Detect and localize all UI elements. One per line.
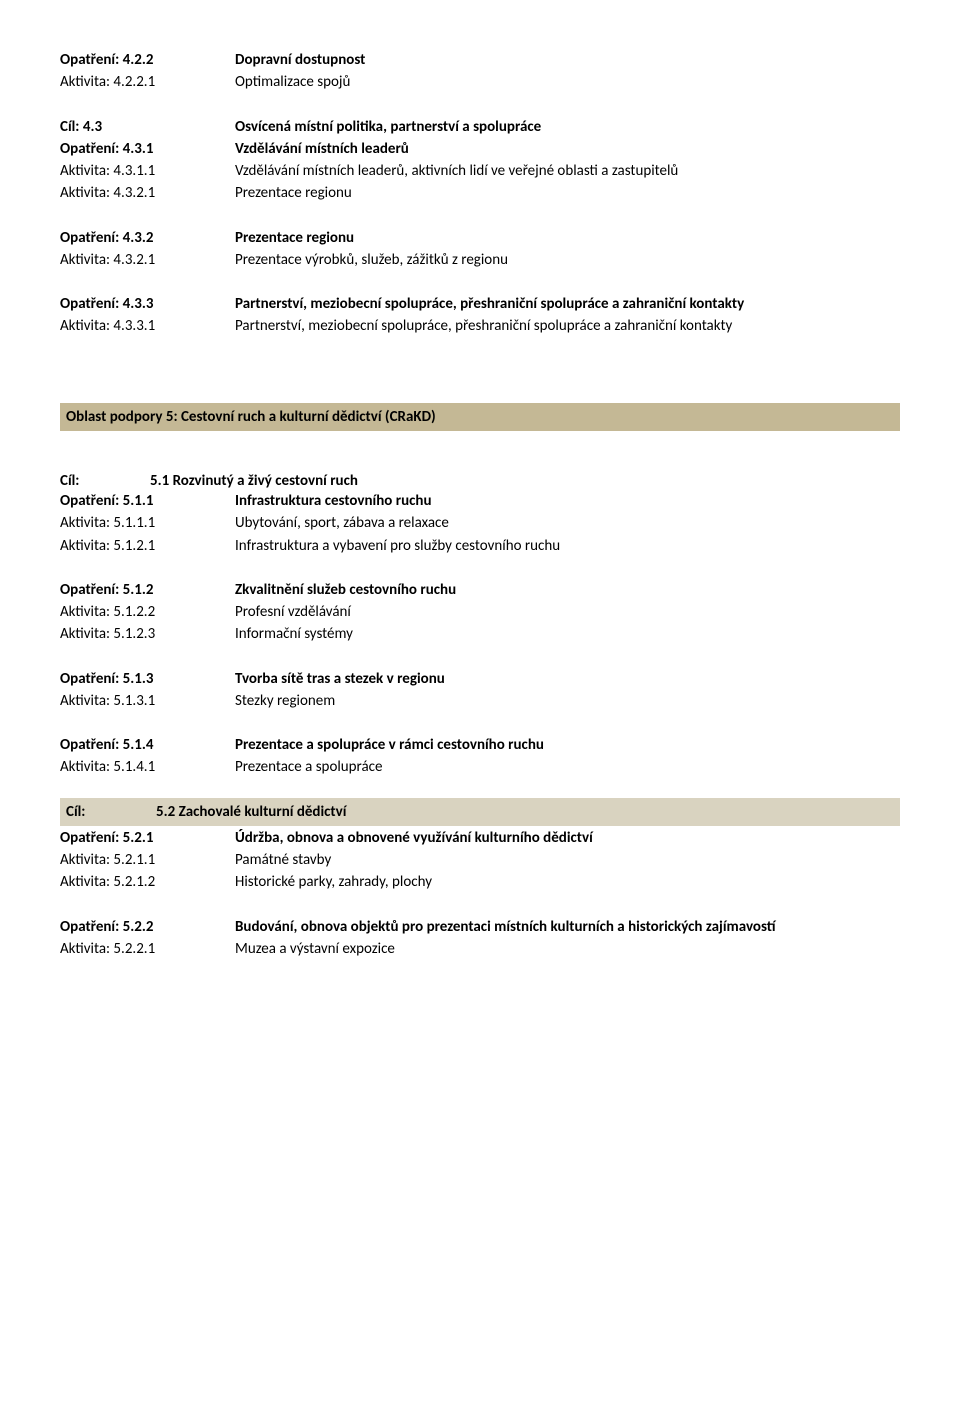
opatreni-value: Budování, obnova objektů pro prezentaci …	[235, 917, 900, 937]
aktivita-value: Prezentace výrobků, služeb, zážitků z re…	[235, 250, 900, 270]
opatreni-value: Tvorba sítě tras a stezek v regionu	[235, 669, 900, 689]
aktivita-value: Vzdělávání místních leaderů, aktivních l…	[235, 161, 900, 181]
aktivita-row: Aktivita: 5.2.1.1 Památné stavby	[60, 850, 900, 870]
opatreni-value: Prezentace regionu	[235, 228, 900, 248]
cil-label: Cíl: 4.3	[60, 117, 235, 137]
cil-row: Cíl: 5.1 Rozvinutý a živý cestovní ruch	[60, 471, 900, 491]
aktivita-label: Aktivita: 5.1.2.2	[60, 602, 235, 622]
cil-value: 5.2 Zachovalé kulturní dědictví	[156, 802, 894, 822]
aktivita-label: Aktivita: 4.3.2.1	[60, 183, 235, 203]
aktivita-row: Aktivita: 5.2.2.1 Muzea a výstavní expoz…	[60, 939, 900, 959]
opatreni-label: Opatření: 4.3.3	[60, 294, 235, 314]
aktivita-value: Profesní vzdělávání	[235, 602, 900, 622]
opatreni-label: Opatření: 4.3.1	[60, 139, 235, 159]
aktivita-label: Aktivita: 4.2.2.1	[60, 72, 235, 92]
aktivita-label: Aktivita: 5.2.1.2	[60, 872, 235, 892]
aktivita-value: Optimalizace spojů	[235, 72, 900, 92]
aktivita-label: Aktivita: 5.1.1.1	[60, 513, 235, 533]
aktivita-label: Aktivita: 5.2.2.1	[60, 939, 235, 959]
aktivita-row: Aktivita: 5.1.4.1 Prezentace a spoluprác…	[60, 757, 900, 777]
aktivita-value: Ubytování, sport, zábava a relaxace	[235, 513, 900, 533]
opatreni-label: Opatření: 4.2.2	[60, 50, 235, 70]
opatreni-value: Dopravní dostupnost	[235, 50, 900, 70]
aktivita-row: Aktivita: 5.1.3.1 Stezky regionem	[60, 691, 900, 711]
aktivita-value: Prezentace regionu	[235, 183, 900, 203]
opatreni-row: Opatření: 5.1.1 Infrastruktura cestovníh…	[60, 491, 900, 511]
opatreni-label: Opatření: 5.2.1	[60, 828, 235, 848]
cil-band: Cíl: 5.2 Zachovalé kulturní dědictví	[60, 798, 900, 826]
aktivita-label: Aktivita: 4.3.1.1	[60, 161, 235, 181]
aktivita-row: Aktivita: 4.2.2.1 Optimalizace spojů	[60, 72, 900, 92]
cil-label: Cíl:	[66, 802, 156, 822]
aktivita-row: Aktivita: 5.1.1.1 Ubytování, sport, zába…	[60, 513, 900, 533]
opatreni-row: Opatření: 5.2.1 Údržba, obnova a obnoven…	[60, 828, 900, 848]
aktivita-row: Aktivita: 4.3.2.1 Prezentace výrobků, sl…	[60, 250, 900, 270]
aktivita-row: Aktivita: 5.2.1.2 Historické parky, zahr…	[60, 872, 900, 892]
opatreni-row: Opatření: 4.3.3 Partnerství, meziobecní …	[60, 294, 900, 314]
opatreni-value: Partnerství, meziobecní spolupráce, přes…	[235, 294, 900, 314]
aktivita-value: Informační systémy	[235, 624, 900, 644]
opatreni-label: Opatření: 5.1.3	[60, 669, 235, 689]
aktivita-value: Partnerství, meziobecní spolupráce, přes…	[235, 316, 900, 336]
aktivita-value: Historické parky, zahrady, plochy	[235, 872, 900, 892]
opatreni-row: Opatření: 5.1.3 Tvorba sítě tras a steze…	[60, 669, 900, 689]
aktivita-label: Aktivita: 5.1.2.1	[60, 536, 235, 556]
opatreni-label: Opatření: 5.1.1	[60, 491, 235, 511]
opatreni-value: Prezentace a spolupráce v rámci cestovní…	[235, 735, 900, 755]
opatreni-label: Opatření: 5.1.2	[60, 580, 235, 600]
opatreni-value: Zkvalitnění služeb cestovního ruchu	[235, 580, 900, 600]
aktivita-label: Aktivita: 4.3.3.1	[60, 316, 235, 336]
cil-value: 5.1 Rozvinutý a živý cestovní ruch	[150, 471, 900, 491]
opatreni-label: Opatření: 4.3.2	[60, 228, 235, 248]
opatreni-row: Opatření: 4.3.2 Prezentace regionu	[60, 228, 900, 248]
cil-value: Osvícená místní politika, partnerství a …	[235, 117, 900, 137]
aktivita-row: Aktivita: 5.1.2.1 Infrastruktura a vybav…	[60, 536, 900, 556]
aktivita-value: Muzea a výstavní expozice	[235, 939, 900, 959]
opatreni-row: Opatření: 5.1.2 Zkvalitnění služeb cesto…	[60, 580, 900, 600]
opatreni-row: Opatření: 5.1.4 Prezentace a spolupráce …	[60, 735, 900, 755]
aktivita-row: Aktivita: 4.3.2.1 Prezentace regionu	[60, 183, 900, 203]
aktivita-row: Aktivita: 4.3.1.1 Vzdělávání místních le…	[60, 161, 900, 181]
aktivita-value: Stezky regionem	[235, 691, 900, 711]
cil-label: Cíl:	[60, 471, 150, 491]
aktivita-label: Aktivita: 5.1.4.1	[60, 757, 235, 777]
aktivita-label: Aktivita: 5.1.3.1	[60, 691, 235, 711]
aktivita-value: Památné stavby	[235, 850, 900, 870]
aktivita-row: Aktivita: 4.3.3.1 Partnerství, meziobecn…	[60, 316, 900, 336]
opatreni-row: Opatření: 4.2.2 Dopravní dostupnost	[60, 50, 900, 70]
opatreni-value: Vzdělávání místních leaderů	[235, 139, 900, 159]
aktivita-row: Aktivita: 5.1.2.3 Informační systémy	[60, 624, 900, 644]
opatreni-label: Opatření: 5.1.4	[60, 735, 235, 755]
opatreni-row: Opatření: 5.2.2 Budování, obnova objektů…	[60, 917, 900, 937]
aktivita-label: Aktivita: 5.2.1.1	[60, 850, 235, 870]
opatreni-value: Infrastruktura cestovního ruchu	[235, 491, 900, 511]
opatreni-row: Opatření: 4.3.1 Vzdělávání místních lead…	[60, 139, 900, 159]
aktivita-value: Infrastruktura a vybavení pro služby ces…	[235, 536, 900, 556]
opatreni-label: Opatření: 5.2.2	[60, 917, 235, 937]
aktivita-label: Aktivita: 5.1.2.3	[60, 624, 235, 644]
oblast-heading: Oblast podpory 5: Cestovní ruch a kultur…	[60, 403, 900, 431]
cil-row: Cíl: 4.3 Osvícená místní politika, partn…	[60, 117, 900, 137]
aktivita-label: Aktivita: 4.3.2.1	[60, 250, 235, 270]
opatreni-value: Údržba, obnova a obnovené využívání kult…	[235, 828, 900, 848]
aktivita-value: Prezentace a spolupráce	[235, 757, 900, 777]
aktivita-row: Aktivita: 5.1.2.2 Profesní vzdělávání	[60, 602, 900, 622]
